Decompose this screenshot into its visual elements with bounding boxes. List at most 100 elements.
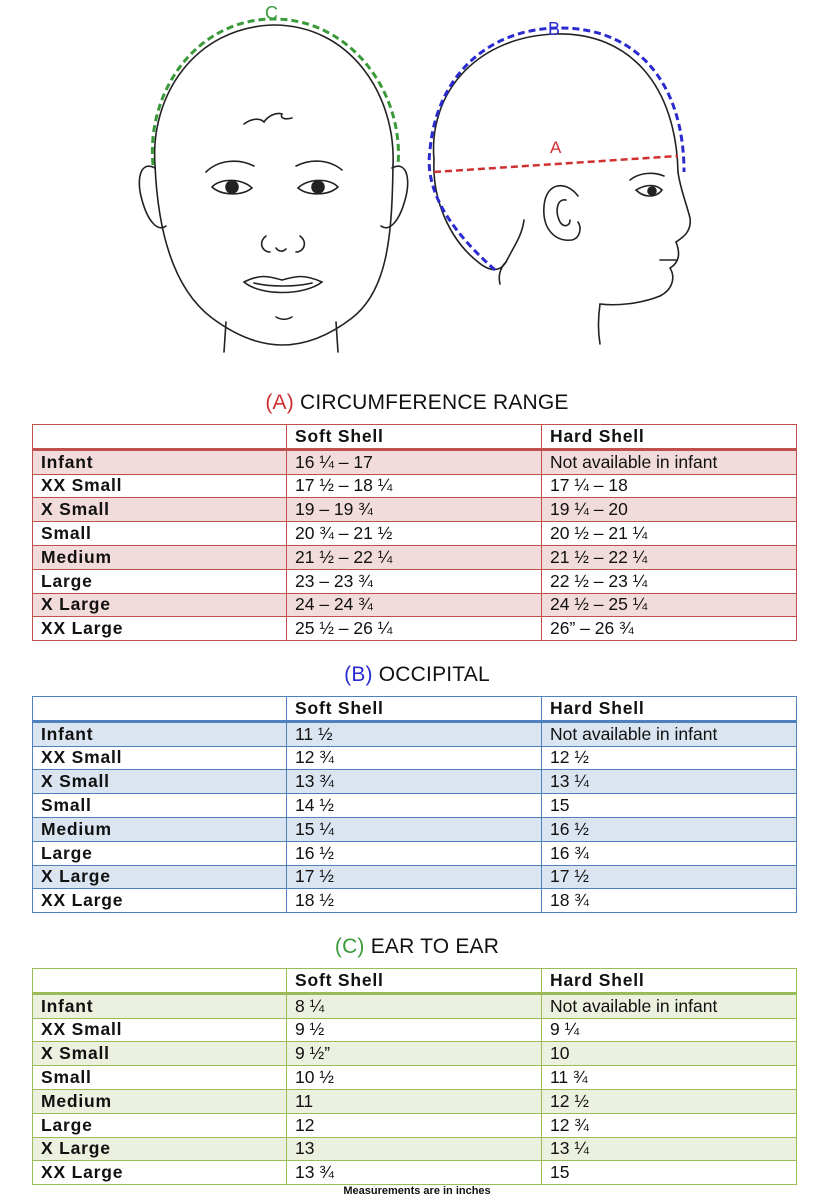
soft-shell-cell: 20 ¾ – 21 ½ xyxy=(286,521,542,546)
soft-shell-cell: 16 ½ xyxy=(286,840,542,866)
section-letter-b: (B) xyxy=(344,663,373,686)
occipital-table: Soft Shell Hard Shell Infant 11 ½ Not av… xyxy=(32,696,797,914)
size-cell: X Large xyxy=(32,1136,287,1162)
size-cell: Medium xyxy=(32,1088,287,1114)
hard-shell-cell: 21 ½ – 22 ¼ xyxy=(541,544,797,570)
soft-shell-cell: 16 ¼ – 17 xyxy=(286,447,542,475)
header-soft-shell: Soft Shell xyxy=(286,968,542,994)
hard-shell-cell: 9 ¼ xyxy=(541,1017,797,1043)
header-hard-shell: Hard Shell xyxy=(541,968,797,994)
size-cell: X Large xyxy=(32,592,287,618)
hard-shell-cell: 17 ½ xyxy=(541,864,797,890)
measurement-units-note: Measurements are in inches xyxy=(343,1185,491,1197)
section-heading-c: EAR TO EAR xyxy=(370,935,500,958)
soft-shell-cell: 11 ½ xyxy=(286,719,542,747)
section-title-occipital: (B) OCCIPITAL xyxy=(0,663,834,687)
soft-shell-cell: 8 ¼ xyxy=(286,991,542,1019)
size-cell: Large xyxy=(32,568,287,594)
hard-shell-cell: 11 ¾ xyxy=(541,1065,797,1090)
soft-shell-cell: 10 ½ xyxy=(286,1065,542,1090)
table-row: Small 10 ½ 11 ¾ xyxy=(32,1065,797,1090)
header-size xyxy=(32,968,287,994)
table-row: X Large 24 – 24 ¾ 24 ½ – 25 ¼ xyxy=(32,592,797,618)
soft-shell-cell: 14 ½ xyxy=(286,793,542,818)
header-hard-shell: Hard Shell xyxy=(541,696,797,722)
table-row: Infant 11 ½ Not available in infant xyxy=(32,719,797,747)
table-row: Medium 11 12 ½ xyxy=(32,1088,797,1114)
soft-shell-cell: 17 ½ – 18 ¼ xyxy=(286,473,542,499)
hard-shell-cell: Not available in infant xyxy=(541,991,797,1019)
head-measurement-illustration: C B A xyxy=(0,0,834,365)
soft-shell-cell: 15 ¼ xyxy=(286,816,542,842)
table-header-row: Soft Shell Hard Shell xyxy=(32,424,797,450)
header-soft-shell: Soft Shell xyxy=(286,696,542,722)
section-heading-b: OCCIPITAL xyxy=(378,663,490,686)
soft-shell-cell: 18 ½ xyxy=(286,888,542,914)
hard-shell-cell: 12 ¾ xyxy=(541,1112,797,1138)
section-letter-c: (C) xyxy=(334,935,365,958)
table-header-row: Soft Shell Hard Shell xyxy=(32,696,797,722)
size-cell: Infant xyxy=(32,447,287,475)
hard-shell-cell: 22 ½ – 23 ¼ xyxy=(541,568,797,594)
table-header-row: Soft Shell Hard Shell xyxy=(32,968,797,994)
soft-shell-cell: 21 ½ – 22 ¼ xyxy=(286,544,542,570)
hard-shell-cell: 17 ¼ – 18 xyxy=(541,473,797,499)
header-soft-shell: Soft Shell xyxy=(286,424,542,450)
size-cell: XX Large xyxy=(32,888,287,914)
soft-shell-cell: 12 ¾ xyxy=(286,745,542,771)
hard-shell-cell: Not available in infant xyxy=(541,447,797,475)
occipital-measure-line xyxy=(427,26,686,272)
table-row: Large 16 ½ 16 ¾ xyxy=(32,840,797,866)
size-cell: Large xyxy=(32,1112,287,1138)
hard-shell-cell: 20 ½ – 21 ¼ xyxy=(541,521,797,546)
table-row: X Small 13 ¾ 13 ¼ xyxy=(32,769,797,795)
hard-shell-cell: 16 ¾ xyxy=(541,840,797,866)
ear-to-ear-measure-line xyxy=(150,17,400,166)
hard-shell-cell: 13 ¼ xyxy=(541,769,797,795)
size-cell: Medium xyxy=(32,816,287,842)
soft-shell-cell: 23 – 23 ¾ xyxy=(286,568,542,594)
circumference-table: Soft Shell Hard Shell Infant 16 ¼ – 17 N… xyxy=(32,424,797,642)
label-a: A xyxy=(550,138,562,157)
circumference-measure-line xyxy=(433,154,679,174)
size-cell: X Large xyxy=(32,864,287,890)
size-cell: Small xyxy=(32,1065,287,1090)
header-size xyxy=(32,696,287,722)
table-row: Infant 16 ¼ – 17 Not available in infant xyxy=(32,447,797,475)
hard-shell-cell: 18 ¾ xyxy=(541,888,797,914)
hard-shell-cell: 10 xyxy=(541,1041,797,1067)
ear-to-ear-table: Soft Shell Hard Shell Infant 8 ¼ Not ava… xyxy=(32,968,797,1186)
table-row: Large 12 12 ¾ xyxy=(32,1112,797,1138)
soft-shell-cell: 25 ½ – 26 ¼ xyxy=(286,616,542,642)
hard-shell-cell: 12 ½ xyxy=(541,1088,797,1114)
size-cell: X Small xyxy=(32,497,287,523)
size-cell: Medium xyxy=(32,544,287,570)
table-row: Small 20 ¾ – 21 ½ 20 ½ – 21 ¼ xyxy=(32,521,797,546)
header-size xyxy=(32,424,287,450)
soft-shell-cell: 13 ¾ xyxy=(286,1160,542,1186)
hard-shell-cell: 24 ½ – 25 ¼ xyxy=(541,592,797,618)
table-row: X Large 17 ½ 17 ½ xyxy=(32,864,797,890)
soft-shell-cell: 9 ½” xyxy=(286,1041,542,1067)
size-cell: X Small xyxy=(32,769,287,795)
table-row: XX Large 25 ½ – 26 ¼ 26” – 26 ¾ xyxy=(32,616,797,642)
soft-shell-cell: 9 ½ xyxy=(286,1017,542,1043)
table-row: Medium 21 ½ – 22 ¼ 21 ½ – 22 ¼ xyxy=(32,544,797,570)
table-row: Infant 8 ¼ Not available in infant xyxy=(32,991,797,1019)
table-row: XX Small 9 ½ 9 ¼ xyxy=(32,1017,797,1043)
size-cell: Small xyxy=(32,521,287,546)
hard-shell-cell: 13 ¼ xyxy=(541,1136,797,1162)
size-cell: XX Large xyxy=(32,616,287,642)
hard-shell-cell: 26” – 26 ¾ xyxy=(541,616,797,642)
front-head-drawing xyxy=(138,24,409,353)
size-cell: XX Large xyxy=(32,1160,287,1186)
table-row: XX Large 18 ½ 18 ¾ xyxy=(32,888,797,914)
size-cell: Infant xyxy=(32,719,287,747)
table-row: X Small 19 – 19 ¾ 19 ¼ – 20 xyxy=(32,497,797,523)
hard-shell-cell: 15 xyxy=(541,793,797,818)
hard-shell-cell: Not available in infant xyxy=(541,719,797,747)
hard-shell-cell: 19 ¼ – 20 xyxy=(541,497,797,523)
size-cell: XX Small xyxy=(32,473,287,499)
hard-shell-cell: 15 xyxy=(541,1160,797,1186)
side-head-drawing xyxy=(432,33,692,345)
